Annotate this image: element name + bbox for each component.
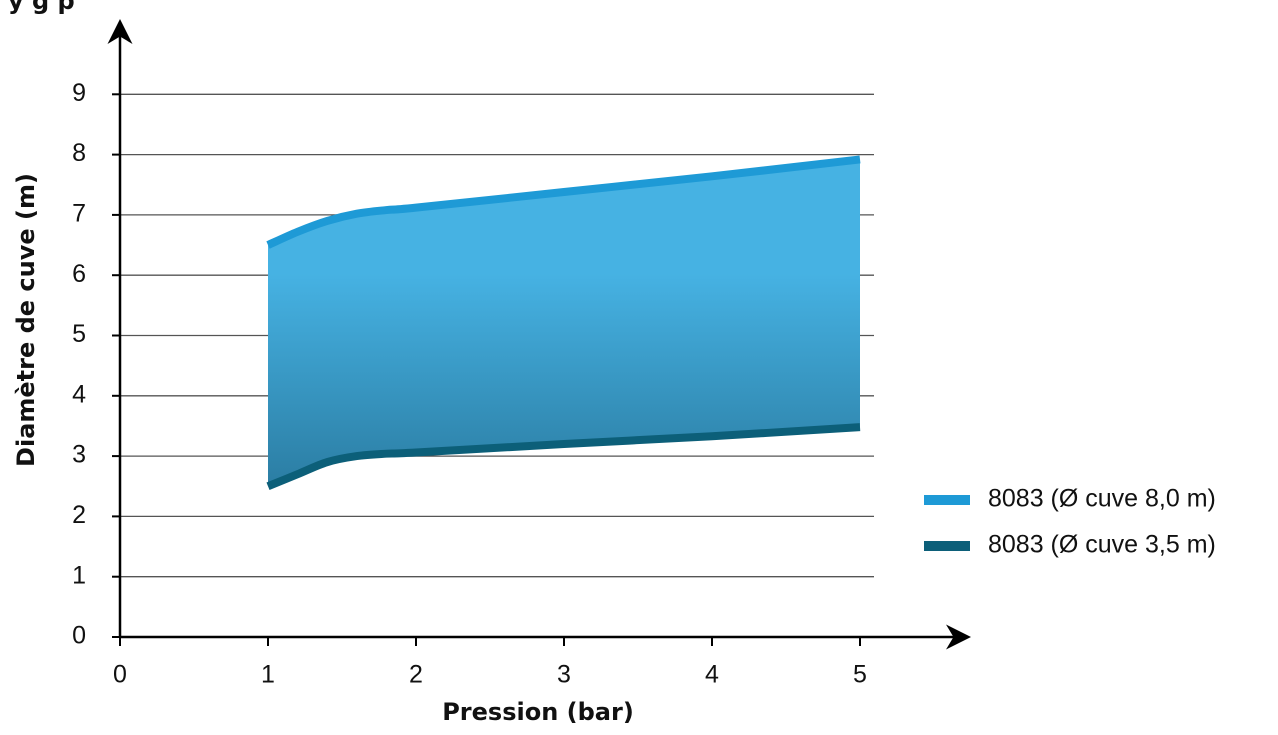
y-tick-label-7: 7 [72,200,86,228]
y-tick-label-8: 8 [72,139,86,167]
y-tick-label-1: 1 [72,561,86,589]
y-tick-label-4: 4 [72,380,86,408]
y-tick-label-9: 9 [72,79,86,107]
y-tick-label-5: 5 [72,320,86,348]
series-line-2 [266,423,861,490]
series-line-1 [266,155,861,249]
y-tick-label-2: 2 [72,501,86,529]
area-layer [268,159,860,487]
series-layer [266,155,861,490]
x-tick-label-4: 4 [705,661,719,689]
x-tick-label-5: 5 [853,661,867,689]
legend-swatch-2 [924,541,970,551]
legend: 8083 (Ø cuve 8,0 m) 8083 (Ø cuve 3,5 m) [924,485,1216,559]
y-tick-label-3: 3 [72,441,86,469]
legend-swatch-1 [924,495,970,505]
page-header-title: y g p [8,0,75,15]
x-axis-title: Pression (bar) [442,698,634,726]
axes [107,19,971,650]
x-tick-label-0: 0 [113,661,127,689]
y-axis-title: Diamètre de cuve (m) [12,173,40,467]
tick-labels: 0 1 2 3 4 5 6 7 8 9 0 1 2 3 4 5 [72,79,867,689]
x-tick-label-1: 1 [261,661,275,689]
legend-label-1: 8083 (Ø cuve 8,0 m) [988,485,1216,513]
legend-label-2: 8083 (Ø cuve 3,5 m) [988,531,1216,559]
area-band [268,159,860,487]
x-tick-label-3: 3 [557,661,571,689]
y-tick-label-0: 0 [72,622,86,650]
y-tick-label-6: 6 [72,260,86,288]
x-tick-label-2: 2 [409,661,423,689]
